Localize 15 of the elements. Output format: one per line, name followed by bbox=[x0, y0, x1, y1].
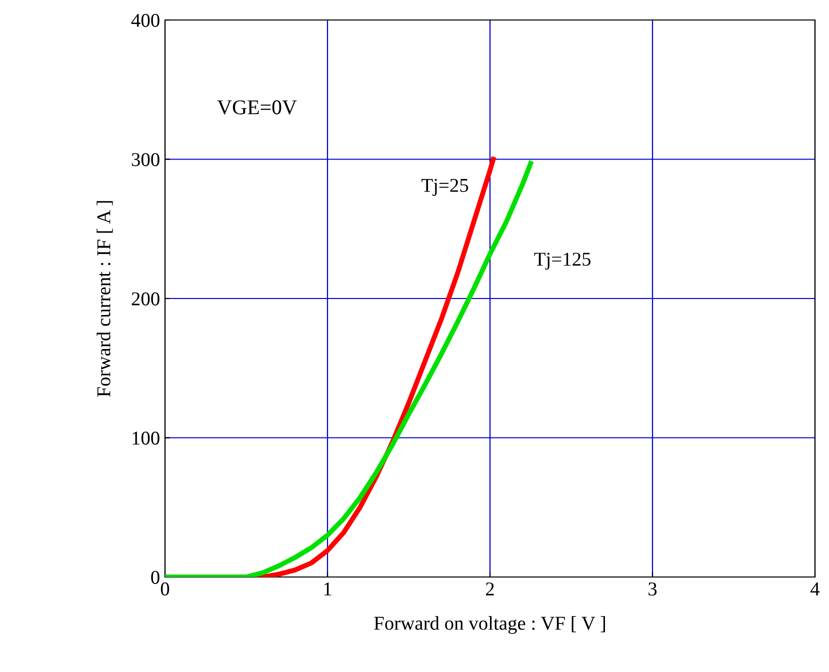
series-label: Tj=25 bbox=[422, 178, 468, 196]
x-axis-title: Forward on voltage : VF [ V ] bbox=[374, 616, 605, 634]
y-tick-label: 200 bbox=[132, 292, 160, 306]
y-tick-label: 300 bbox=[132, 153, 160, 166]
annotation: VGE=0V bbox=[217, 100, 297, 114]
x-tick-label: 4 bbox=[810, 582, 820, 596]
series-label: Tj=125 bbox=[534, 252, 591, 270]
y-tick-label: 400 bbox=[131, 14, 160, 27]
x-tick-label: 1 bbox=[324, 582, 332, 596]
x-tick-label: 0 bbox=[160, 582, 170, 596]
y-tick-label: 0 bbox=[151, 570, 160, 584]
x-tick-label: 2 bbox=[486, 582, 494, 596]
y-axis-title: Forward current : IF [ A ] bbox=[96, 201, 113, 397]
x-tick-label: 3 bbox=[648, 582, 657, 596]
y-tick-label: 100 bbox=[132, 432, 160, 445]
